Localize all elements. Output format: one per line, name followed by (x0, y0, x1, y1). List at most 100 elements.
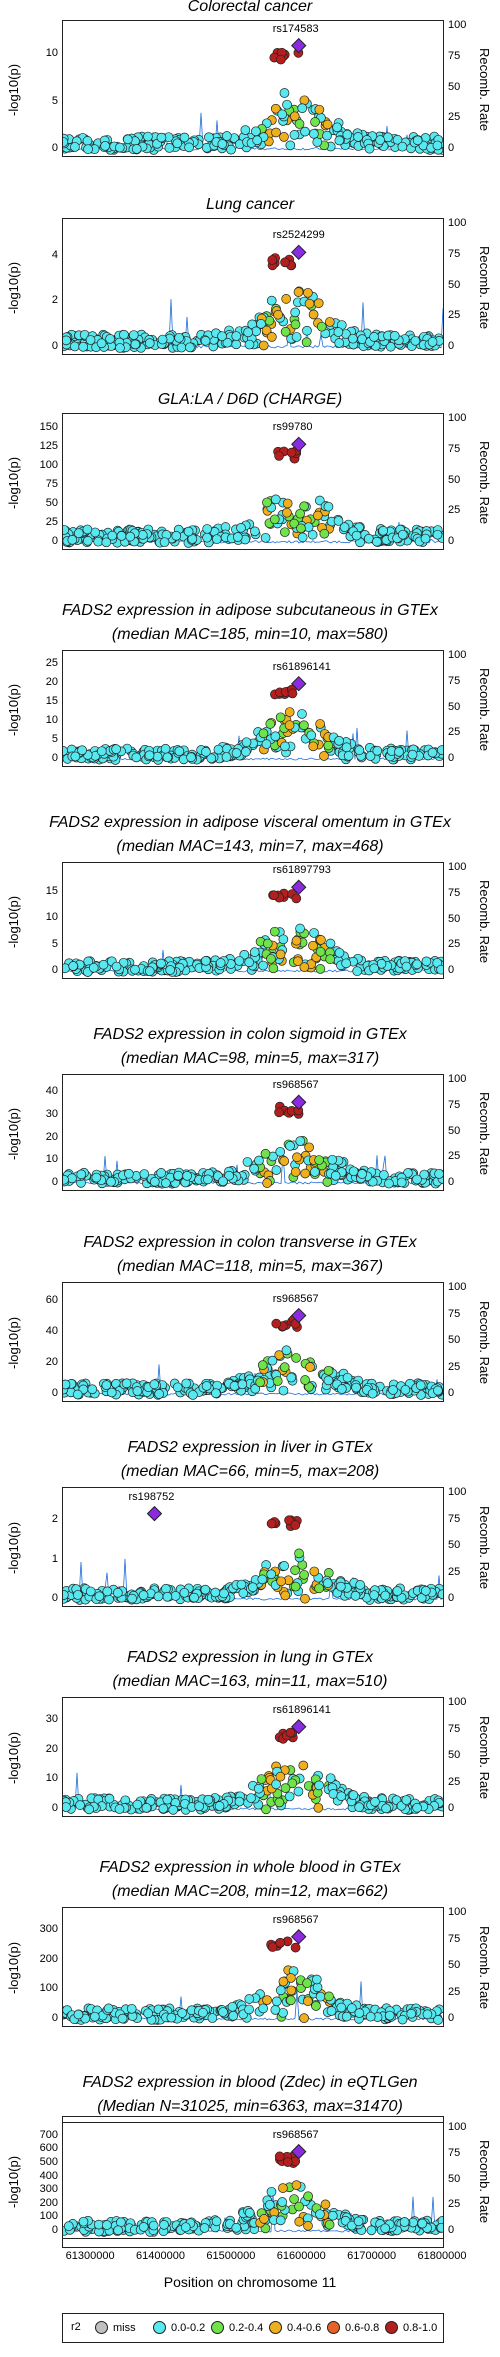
snp-point (334, 338, 345, 348)
snp-point (274, 2151, 285, 2162)
snp-point (280, 741, 290, 752)
scatter-svg (63, 244, 443, 353)
x-tick-label: 61400000 (136, 2250, 185, 2262)
snp-point (412, 135, 423, 146)
snp-point (325, 954, 336, 965)
snp-point (278, 1385, 289, 1396)
legend-swatch (269, 2321, 282, 2334)
snp-point (152, 751, 163, 762)
legend-swatch (385, 2321, 398, 2334)
snp-point (285, 1141, 295, 1151)
y-tick-label: 20 (45, 675, 58, 688)
snp-point (237, 1379, 248, 1390)
snp-point (290, 307, 300, 318)
snp-point (302, 1978, 312, 1989)
snp-point (392, 134, 403, 145)
snp-point (165, 965, 176, 975)
snp-point (72, 1590, 83, 1600)
snp-point (380, 2223, 391, 2234)
snp-point (290, 319, 301, 330)
snp-point (419, 1169, 430, 1180)
recomb-tick-label: 100 (448, 1906, 467, 1918)
snp-point (275, 1985, 286, 1996)
snp-point (101, 1380, 112, 1390)
snp-point (339, 522, 350, 533)
snp-point (159, 537, 170, 548)
snp-point (116, 531, 127, 541)
recomb-tick-label: 50 (448, 2172, 461, 2185)
panel-title: FADS2 expression in liver in GTEx (127, 1439, 373, 1456)
recomb-tick-label: 100 (448, 2121, 467, 2133)
snp-point (372, 745, 383, 756)
locus-plot (62, 2122, 444, 2239)
snp-point (114, 142, 125, 153)
snp-point (105, 334, 115, 344)
snp-point (308, 309, 319, 320)
snp-point (160, 743, 171, 754)
snp-point (267, 332, 277, 342)
snp-point (131, 752, 142, 763)
snp-point (73, 2009, 84, 2020)
snp-point (234, 1796, 245, 1807)
scatter-svg (63, 2143, 443, 2237)
snp-point (378, 525, 389, 536)
scatter-svg (63, 879, 443, 977)
y-tick-label: 2 (51, 294, 58, 307)
lead-snp-label: rs61896141 (272, 1703, 331, 1716)
recomb-tick-label: 75 (448, 2146, 461, 2159)
snp-point (96, 746, 107, 757)
snp-point (293, 956, 303, 967)
snp-point (242, 1157, 253, 1167)
snp-point (185, 342, 195, 353)
lead-snp-label: rs174583 (272, 22, 319, 35)
recomb-tick-label: 0 (448, 1176, 455, 1188)
snp-point (70, 751, 81, 762)
snp-point (82, 535, 93, 546)
snp-point (421, 956, 432, 967)
snp-point (153, 1591, 164, 1602)
snp-point (256, 318, 266, 329)
recomb-tick-label: 0 (448, 535, 455, 547)
snp-point (144, 966, 155, 976)
snp-point (156, 1168, 167, 1178)
recomb-tick-label: 50 (448, 473, 461, 486)
snp-point (341, 958, 351, 969)
snp-point (236, 522, 246, 533)
scatter-svg (63, 1505, 443, 1605)
snp-point (389, 330, 400, 341)
snp-point (211, 534, 222, 545)
snp-point (379, 1170, 389, 1180)
recomb-tick-label: 75 (448, 247, 461, 260)
y-tick-label: 30 (45, 1107, 58, 1120)
snp-point (336, 1581, 346, 1592)
recomb-tick-label: 0 (448, 1802, 455, 1814)
lead-snp-marker (291, 1307, 307, 1324)
locus-plot (62, 1907, 444, 2027)
snp-point (311, 2001, 321, 2011)
snp-point (127, 1593, 137, 1604)
snp-point (299, 95, 310, 106)
y-tick-label: 5 (51, 94, 58, 107)
snp-point (299, 501, 309, 512)
snp-point (179, 1587, 190, 1598)
snp-point (222, 131, 232, 141)
legend-label: miss (113, 2321, 136, 2334)
snp-point (89, 2011, 100, 2022)
recomb-tick-label: 0 (448, 964, 455, 976)
snp-point (381, 1803, 391, 1814)
recomb-axis-label: Recomb. Rate (477, 667, 492, 751)
legend-item: miss (95, 2321, 136, 2334)
snp-point (325, 1773, 336, 1784)
recomb-tick-label: 25 (448, 504, 461, 517)
snp-point (290, 1942, 301, 1953)
snp-point (279, 132, 289, 142)
y-tick-label: 0 (51, 1176, 58, 1188)
snp-point (436, 964, 443, 975)
snp-point (323, 501, 334, 512)
snp-point (348, 333, 358, 344)
snp-point (63, 1590, 69, 1600)
recomb-tick-label: 50 (448, 700, 461, 713)
snp-point (174, 746, 185, 757)
snp-point (244, 957, 255, 968)
snp-point (257, 1574, 268, 1585)
